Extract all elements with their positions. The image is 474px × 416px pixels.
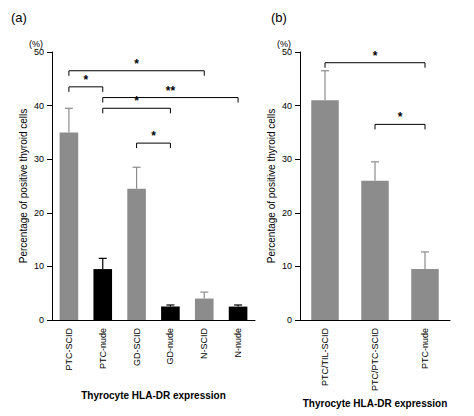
svg-text:0: 0 bbox=[39, 315, 44, 325]
svg-text:40: 40 bbox=[34, 101, 44, 111]
svg-text:10: 10 bbox=[282, 261, 292, 271]
svg-text:30: 30 bbox=[34, 154, 44, 164]
svg-text:*: * bbox=[373, 49, 378, 63]
svg-text:**: ** bbox=[166, 84, 176, 98]
svg-text:*: * bbox=[134, 57, 139, 71]
svg-text:*: * bbox=[134, 94, 139, 108]
svg-text:GD-SCID: GD-SCID bbox=[132, 328, 142, 367]
svg-text:(a): (a) bbox=[11, 10, 27, 25]
svg-text:10: 10 bbox=[34, 261, 44, 271]
svg-text:40: 40 bbox=[282, 101, 292, 111]
svg-text:GD-nude: GD-nude bbox=[165, 328, 175, 365]
svg-text:20: 20 bbox=[34, 208, 44, 218]
svg-text:(b): (b) bbox=[271, 10, 287, 25]
svg-text:30: 30 bbox=[282, 154, 292, 164]
svg-text:20: 20 bbox=[282, 208, 292, 218]
svg-text:(%): (%) bbox=[277, 39, 291, 49]
svg-text:50: 50 bbox=[34, 47, 44, 57]
svg-text:Percentage of positive thyroid: Percentage of positive thyroid cells bbox=[266, 109, 277, 264]
svg-text:Thyrocyte HLA-DR expression: Thyrocyte HLA-DR expression bbox=[303, 398, 447, 409]
svg-text:N-SCID: N-SCID bbox=[199, 328, 209, 359]
svg-text:*: * bbox=[83, 73, 88, 87]
svg-text:0: 0 bbox=[287, 315, 292, 325]
svg-text:PTC/PTC-SCID: PTC/PTC-SCID bbox=[370, 327, 380, 391]
svg-text:PTC-SCID: PTC-SCID bbox=[64, 328, 74, 371]
svg-text:*: * bbox=[151, 129, 156, 143]
svg-text:PTC-nude: PTC-nude bbox=[420, 328, 430, 369]
svg-text:Thyrocyte HLA-DR expression: Thyrocyte HLA-DR expression bbox=[81, 390, 225, 401]
svg-text:Percentage of positive thyroid: Percentage of positive thyroid cells bbox=[18, 109, 29, 264]
svg-text:(%): (%) bbox=[29, 39, 43, 49]
svg-text:N-nude: N-nude bbox=[233, 328, 243, 358]
svg-text:50: 50 bbox=[282, 47, 292, 57]
svg-text:PTC/TIL-SCID: PTC/TIL-SCID bbox=[320, 328, 330, 387]
svg-text:*: * bbox=[398, 110, 403, 124]
svg-text:PTC-nude: PTC-nude bbox=[98, 328, 108, 369]
